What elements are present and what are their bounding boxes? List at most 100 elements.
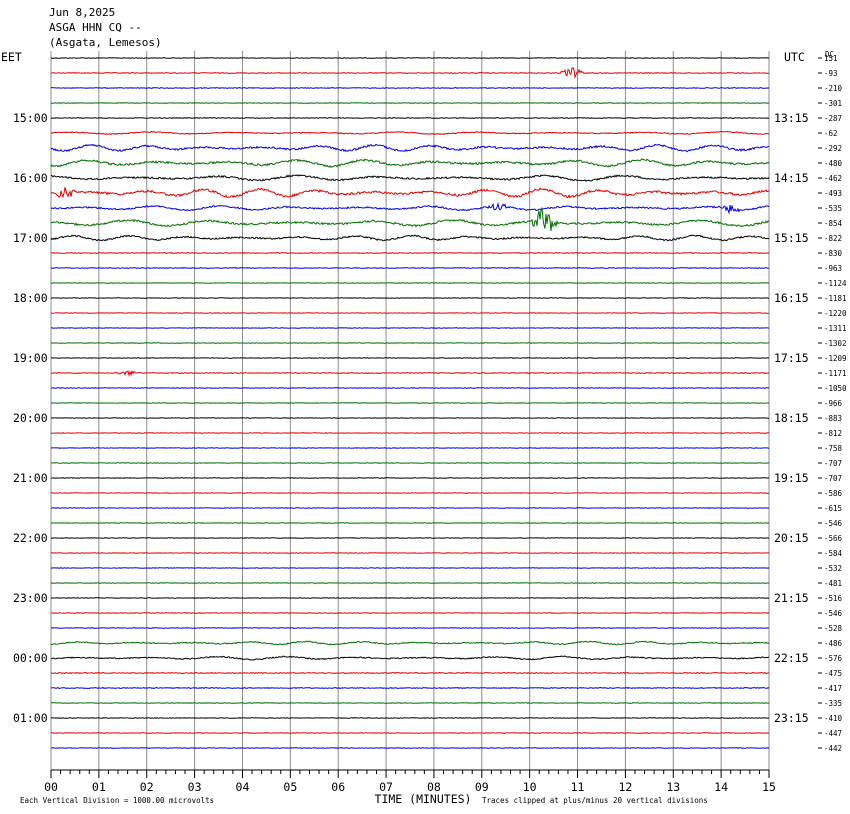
- x-tick-label: 01: [92, 780, 106, 794]
- dc-offset-label: -462: [824, 174, 842, 183]
- time-axis: 00 01 02 03 04 05 06 07 08 09 10 11 12 13 14 15: [44, 769, 776, 794]
- trace-line: [50, 655, 770, 661]
- left-time-label: 20:00: [13, 411, 48, 425]
- dc-offset-label: -335: [824, 699, 842, 708]
- trace-line: [50, 477, 770, 479]
- right-time-label: 15:15: [774, 231, 809, 245]
- dc-offset-label: -417: [824, 684, 842, 693]
- trace-line: [50, 102, 770, 104]
- trace-line: [50, 627, 770, 629]
- trace-line: [50, 267, 770, 269]
- x-tick-label: 15: [762, 780, 776, 794]
- header-date: Jun 8,2025: [49, 6, 115, 19]
- left-time-label: 17:00: [13, 231, 48, 245]
- footer-scale-note: Each Vertical Division = 1000.00 microvo…: [20, 796, 214, 805]
- trace-line: [50, 357, 770, 359]
- dc-offset-label: -532: [824, 564, 842, 573]
- left-time-label: 16:00: [13, 171, 48, 185]
- header-location: (Asgata, Lemesos): [49, 36, 162, 49]
- right-time-label: 18:15: [774, 411, 809, 425]
- dc-offset-label: 151: [824, 54, 838, 63]
- x-tick-label: 10: [523, 780, 537, 794]
- x-tick-label: 04: [236, 780, 250, 794]
- trace-line: [50, 57, 770, 59]
- trace-line: [50, 297, 770, 299]
- trace-line: [50, 447, 770, 449]
- trace-line: [50, 462, 770, 464]
- dc-offset-label: -546: [824, 519, 843, 528]
- dc-offset-label: -830: [824, 249, 843, 258]
- left-time-label: 00:00: [13, 651, 48, 665]
- trace-line: [50, 402, 770, 404]
- dc-offset-label: -707: [824, 474, 842, 483]
- time-labels: 151 -93 -210 -301 -287 -62 -292 -480 -462 -493 -53…: [13, 54, 847, 753]
- x-tick-label: 14: [714, 780, 728, 794]
- trace-lines: [50, 57, 770, 749]
- dc-offset-label: -1124: [824, 279, 847, 288]
- trace-line: [50, 432, 770, 434]
- x-tick-label: 00: [44, 780, 58, 794]
- trace-line: [50, 671, 770, 675]
- right-time-label: 14:15: [774, 171, 809, 185]
- right-time-label: 20:15: [774, 531, 809, 545]
- header-channel: ASGA HHN CQ --: [49, 21, 142, 34]
- trace-line: [50, 130, 770, 136]
- left-time-label: 23:00: [13, 591, 48, 605]
- dc-offset-label: -528: [824, 624, 843, 633]
- x-tick-label: 11: [571, 780, 585, 794]
- dc-offset-label: -1209: [824, 354, 847, 363]
- trace-line: [50, 234, 770, 242]
- trace-line: [50, 640, 770, 646]
- right-timezone-label: UTC: [784, 50, 805, 64]
- x-tick-label: 05: [283, 780, 297, 794]
- trace-line: [50, 747, 770, 749]
- left-time-label: 15:00: [13, 111, 48, 125]
- trace-line: [50, 492, 770, 494]
- trace-line: [50, 417, 770, 419]
- dc-offset-label: -584: [824, 549, 843, 558]
- dc-offset-label: -486: [824, 639, 843, 648]
- dc-offset-label: -576: [824, 654, 843, 663]
- dc-offset-label: -1050: [824, 384, 847, 393]
- trace-line: [50, 158, 770, 168]
- trace-line: [50, 282, 770, 284]
- trace-line: [50, 67, 769, 79]
- left-time-label: 18:00: [13, 291, 48, 305]
- trace-line: [50, 342, 770, 344]
- x-tick-label: 07: [379, 780, 393, 794]
- dc-offset-label: -1311: [824, 324, 847, 333]
- dc-offset-label: -822: [824, 234, 842, 243]
- trace-line: [50, 174, 770, 182]
- x-tick-label: 09: [475, 780, 489, 794]
- minute-grid: [50, 51, 770, 770]
- dc-offset-label: -516: [824, 594, 843, 603]
- left-time-label: 19:00: [13, 351, 48, 365]
- dc-offset-label: -758: [824, 444, 843, 453]
- trace-line: [50, 507, 770, 509]
- dc-offset-label: -493: [824, 189, 842, 198]
- dc-offset-label: -963: [824, 264, 842, 273]
- dc-offset-label: -301: [824, 99, 842, 108]
- dc-offset-label: -410: [824, 714, 843, 723]
- dc-offset-label: -586: [824, 489, 843, 498]
- trace-line: [50, 597, 770, 599]
- right-time-label: 13:15: [774, 111, 809, 125]
- dc-offset-label: -546: [824, 609, 843, 618]
- left-time-label: 22:00: [13, 531, 48, 545]
- trace-line: [50, 207, 770, 232]
- x-tick-label: 02: [140, 780, 154, 794]
- trace-line: [50, 717, 770, 719]
- trace-line: [50, 369, 770, 377]
- trace-line: [50, 143, 770, 153]
- right-time-label: 23:15: [774, 711, 809, 725]
- trace-line: [50, 582, 770, 584]
- dc-offset-label: -447: [824, 729, 842, 738]
- dc-offset-label: -1181: [824, 294, 847, 303]
- trace-line: [50, 702, 770, 704]
- footer-clip-note: Traces clipped at plus/minus 20 vertical…: [482, 796, 708, 805]
- trace-line: [50, 567, 770, 569]
- trace-line: [50, 612, 770, 614]
- trace-line: [50, 387, 770, 389]
- x-tick-label: 12: [618, 780, 632, 794]
- dc-offset-label: -1171: [824, 369, 847, 378]
